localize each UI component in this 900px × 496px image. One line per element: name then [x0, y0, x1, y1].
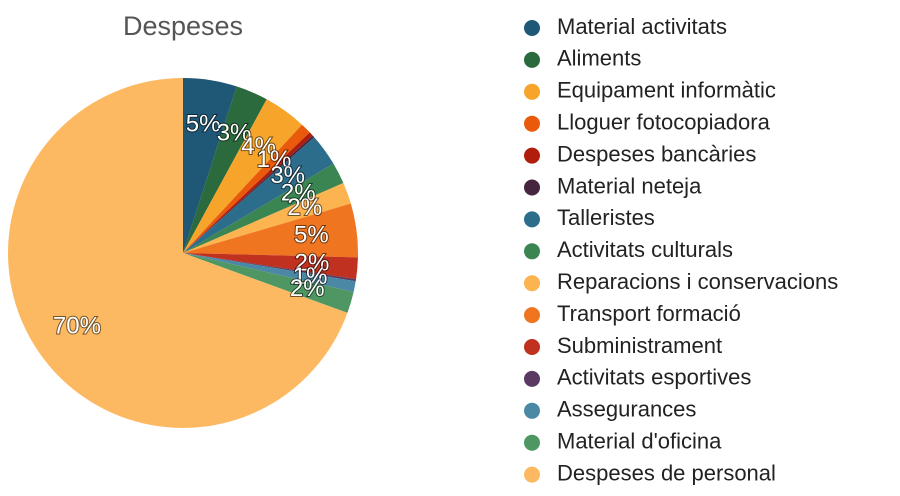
pie-slice	[183, 137, 334, 253]
legend-label: Reparacions i conservacions	[557, 269, 838, 294]
legend-swatch	[524, 466, 540, 483]
pie-slice	[183, 253, 354, 313]
legend-label: Material activitats	[557, 14, 727, 39]
legend-swatch	[524, 275, 540, 292]
legend-swatch	[524, 243, 540, 260]
pie-slice	[183, 86, 267, 254]
data-label: 5%	[186, 110, 221, 137]
data-label: 2%	[281, 179, 316, 206]
pie-slice	[8, 78, 348, 429]
legend-label: Subministrament	[557, 333, 722, 358]
legend-swatch	[524, 339, 540, 355]
legend-swatch	[524, 51, 540, 68]
data-label: 2%	[290, 275, 325, 302]
data-label: 1%	[257, 146, 292, 173]
pie-slice	[183, 253, 356, 292]
pie-slice	[183, 124, 310, 254]
legend-swatch	[524, 20, 540, 36]
data-label: 1%	[293, 263, 328, 290]
pie-slice	[183, 135, 315, 253]
legend-label: Equipament informàtic	[557, 78, 776, 103]
pie-slice	[183, 253, 358, 280]
legend-label: Talleristes	[557, 205, 655, 230]
pie-slice	[183, 99, 303, 254]
legend-swatch	[524, 83, 540, 100]
legend-swatch	[524, 211, 540, 228]
legend-swatch	[524, 402, 540, 419]
legend-swatch	[524, 115, 540, 132]
data-label: 3%	[270, 162, 305, 189]
legend-swatch	[524, 179, 540, 196]
pie-slice	[183, 203, 358, 258]
legend-swatch	[524, 370, 540, 387]
pie-slice	[183, 183, 351, 253]
legend-label: Assegurances	[557, 397, 696, 422]
pie-slice	[183, 163, 344, 253]
chart-title: Despeses	[123, 11, 243, 41]
data-label: 2%	[295, 250, 330, 277]
data-label: 4%	[241, 133, 276, 160]
legend-label: Activitats culturals	[557, 237, 733, 262]
data-label: 3%	[217, 119, 252, 146]
legend-label: Material neteja	[557, 173, 702, 198]
legend-swatch	[524, 147, 540, 164]
pie-slice	[183, 78, 237, 253]
legend-label: Despeses de personal	[557, 460, 776, 485]
legend-label: Transport formació	[557, 301, 741, 326]
legend-swatch	[524, 434, 540, 451]
legend-label: Aliments	[557, 46, 641, 71]
data-label: 5%	[294, 221, 329, 248]
data-label: 70%	[53, 313, 101, 340]
data-label: 2%	[287, 194, 322, 221]
legend-label: Material d'oficina	[557, 429, 722, 454]
pie-slice	[183, 253, 357, 282]
legend-label: Activitats esportives	[557, 365, 751, 390]
legend-swatch	[524, 307, 540, 324]
legend-label: Despeses bancàries	[557, 141, 756, 166]
legend-label: Lloguer fotocopiadora	[557, 110, 771, 135]
pie-slice	[183, 132, 313, 253]
